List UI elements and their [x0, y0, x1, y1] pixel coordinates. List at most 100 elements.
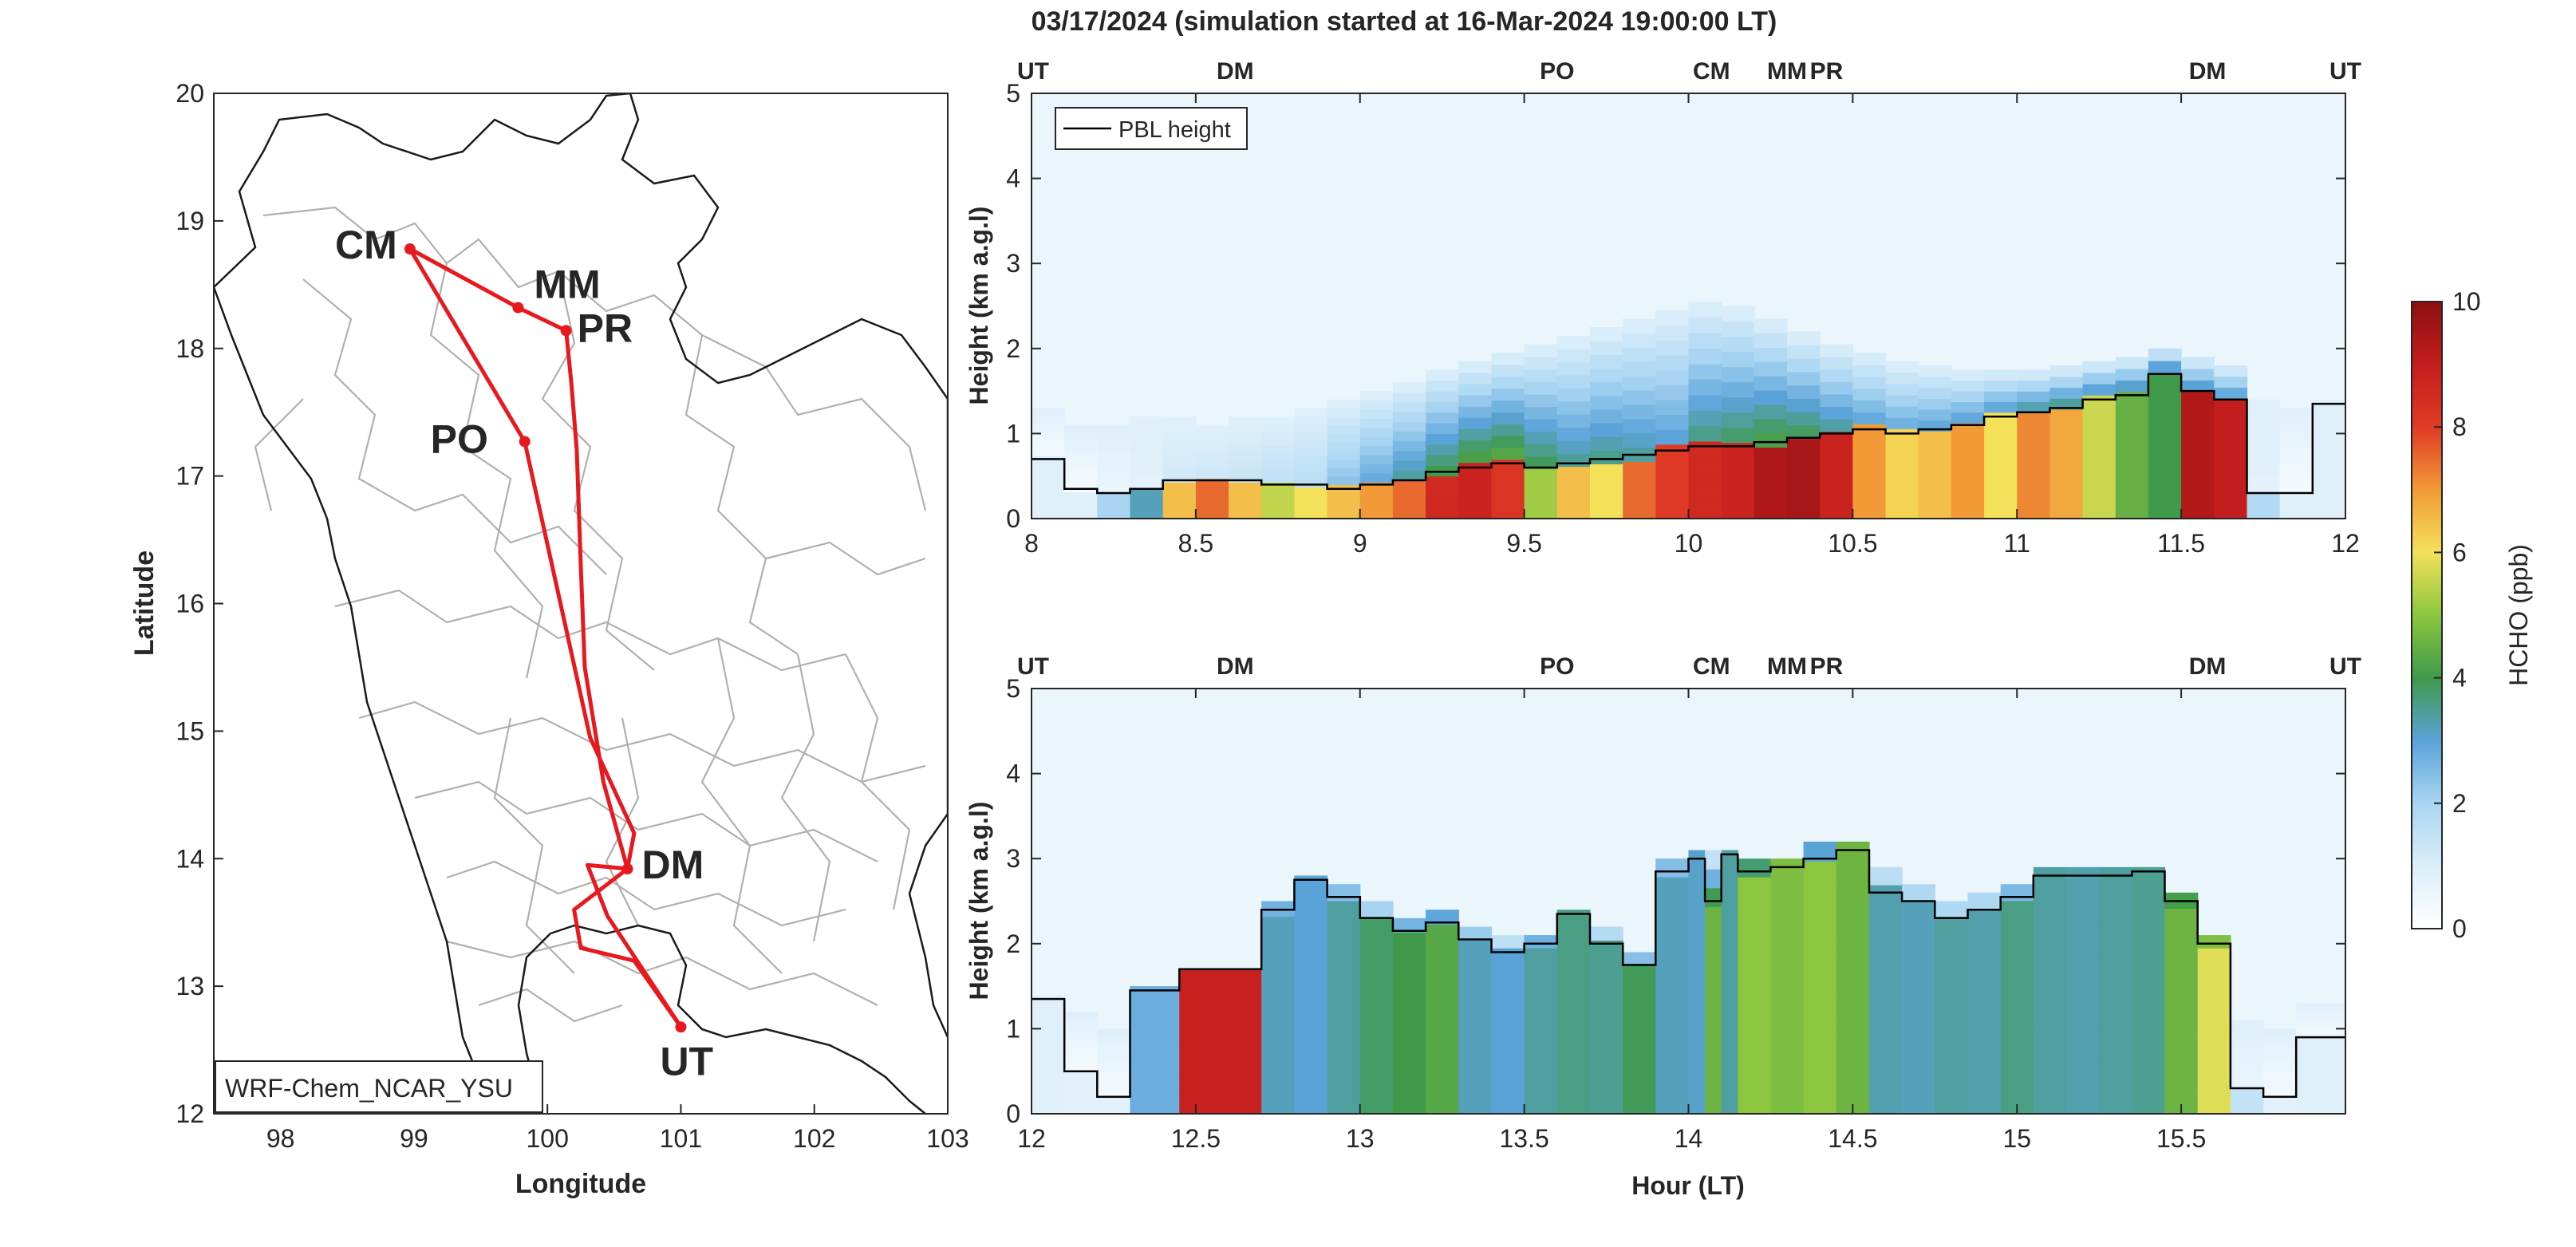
bottom-hcho-cell — [1491, 1088, 1525, 1102]
top-y-tick-label: 2 — [1006, 334, 1020, 363]
bottom-hcho-cell — [1556, 982, 1591, 998]
bottom-hcho-cell — [1770, 931, 1805, 950]
top-hcho-cell — [1524, 419, 1558, 432]
top-hcho-cell — [1688, 456, 1722, 473]
colorbar-tick-label: 0 — [2452, 914, 2467, 943]
bottom-hcho-cell — [1590, 926, 1623, 941]
bottom-hcho-cell — [1590, 966, 1623, 981]
bottom-hcho-cell — [2099, 920, 2132, 938]
bottom-hcho-cell — [1294, 875, 1328, 894]
top-hcho-cell — [1623, 490, 1656, 505]
top-hcho-cell — [2247, 476, 2281, 485]
bottom-hcho-cell — [2164, 1035, 2199, 1052]
top-station-labels: UT DM PO CM MM PR DM UT — [1017, 58, 2361, 85]
top-hcho-cell — [1524, 444, 1558, 457]
bottom-hcho-cell — [1623, 1009, 1656, 1022]
top-hcho-cell — [1032, 495, 1065, 503]
top-hcho-cell — [1721, 472, 1755, 489]
top-hcho-cell — [1458, 406, 1493, 418]
top-hcho-cell — [2017, 380, 2051, 392]
top-hcho-cell — [2247, 399, 2281, 409]
top-hcho-cell — [1984, 401, 2018, 413]
top-hcho-cell — [2214, 376, 2248, 389]
bottom-hcho-cell — [1179, 969, 1262, 981]
bottom-hcho-cell — [2230, 1093, 2264, 1101]
bottom-hcho-cell — [2164, 971, 2199, 989]
top-hcho-cell — [1261, 452, 1295, 461]
top-hcho-cell — [1229, 431, 1262, 440]
map-y-tick-label: 15 — [176, 716, 204, 745]
top-hcho-cell — [1885, 495, 1919, 508]
top-hcho-cell — [1032, 503, 1065, 511]
top-hcho-cell — [1688, 394, 1722, 411]
top-hcho-cell — [1590, 408, 1623, 424]
bottom-hcho-cell — [1064, 1070, 1098, 1078]
top-hcho-cell — [2214, 485, 2248, 498]
bottom-hcho-cell — [2263, 1040, 2297, 1048]
bottom-hcho-cell — [2099, 1078, 2132, 1097]
top-hcho-cell — [1064, 465, 1098, 472]
bottom-hcho-cell — [1064, 1040, 1098, 1049]
top-hcho-cell — [1688, 440, 1722, 457]
top-hcho-cell — [2279, 432, 2314, 440]
bottom-hcho-cell — [1392, 988, 1426, 1003]
map-x-tick-label: 99 — [400, 1124, 428, 1153]
bottom-hcho-cell — [2197, 999, 2231, 1012]
top-hcho-cell — [2214, 442, 2248, 454]
top-y-ticks: 0 1 2 3 4 5 — [1006, 79, 2345, 533]
top-hcho-cell — [2312, 472, 2345, 483]
bottom-hcho-cell — [1688, 850, 1706, 870]
bottom-hcho-cell — [1524, 1024, 1558, 1038]
bottom-hcho-cell — [2066, 937, 2100, 956]
top-hcho-cell — [1852, 436, 1887, 448]
bottom-hcho-cell — [1655, 894, 1690, 914]
top-hcho-cell — [1294, 471, 1328, 480]
top-hcho-cell — [1195, 485, 1229, 493]
top-hcho-cell — [1261, 424, 1295, 432]
top-hcho-cell — [1918, 408, 1952, 421]
bottom-x-tick-label: 15 — [2002, 1124, 2031, 1153]
top-hcho-cell — [1820, 444, 1853, 457]
top-hcho-cell — [1885, 417, 1919, 429]
top-hcho-cell — [1064, 458, 1098, 466]
bottom-hcho-cell — [2164, 1003, 2199, 1020]
top-hcho-cell — [2214, 387, 2248, 399]
top-hcho-cell — [2181, 357, 2215, 369]
bottom-hcho-cell — [1392, 973, 1426, 989]
bottom-hcho-cell — [1705, 906, 1722, 926]
bottom-hcho-cell — [1426, 1070, 1459, 1086]
bottom-hcho-cell — [2000, 1080, 2034, 1099]
top-hcho-cell — [2247, 450, 2281, 460]
top-hcho-cell — [1820, 344, 1853, 357]
bottom-hcho-cell — [1869, 920, 1903, 938]
bottom-hcho-cell — [2033, 955, 2067, 973]
bottom-hcho-cell — [1359, 961, 1394, 978]
top-hcho-cell — [1162, 503, 1197, 512]
bottom-hcho-cell — [1902, 933, 1935, 951]
top-hcho-cell — [1918, 496, 1952, 508]
bottom-hcho-cell — [1426, 1012, 1459, 1027]
top-hcho-cell — [1787, 505, 1821, 519]
bottom-hcho-cell — [2230, 1067, 2264, 1075]
top-hcho-cell — [1130, 438, 1164, 447]
bottom-hcho-cell — [1032, 1013, 1065, 1024]
top-hcho-cell — [1820, 493, 1853, 507]
bottom-hcho-cell — [1097, 1101, 1131, 1108]
bottom-hcho-cell — [1097, 1089, 1131, 1096]
bottom-hcho-cell — [1458, 1047, 1493, 1061]
top-hcho-cell — [1327, 416, 1361, 426]
bottom-hcho-cell — [1803, 1036, 1837, 1056]
top-station-label-dm: DM — [2189, 58, 2227, 85]
top-hcho-cells — [1032, 302, 2345, 519]
bottom-hcho-cell — [1359, 946, 1394, 963]
bottom-hcho-cell — [2263, 1047, 2297, 1054]
bottom-hcho-cell — [1294, 1079, 1328, 1098]
top-hcho-cell — [1426, 423, 1459, 434]
top-hcho-cell — [2082, 451, 2116, 464]
bottom-hcho-cell — [1688, 1000, 1706, 1020]
bottom-hcho-cell — [1032, 1022, 1065, 1032]
top-hcho-cell — [2181, 437, 2215, 450]
bottom-hcho-cell — [1869, 937, 1903, 956]
bottom-hcho-cell — [1491, 1012, 1525, 1025]
